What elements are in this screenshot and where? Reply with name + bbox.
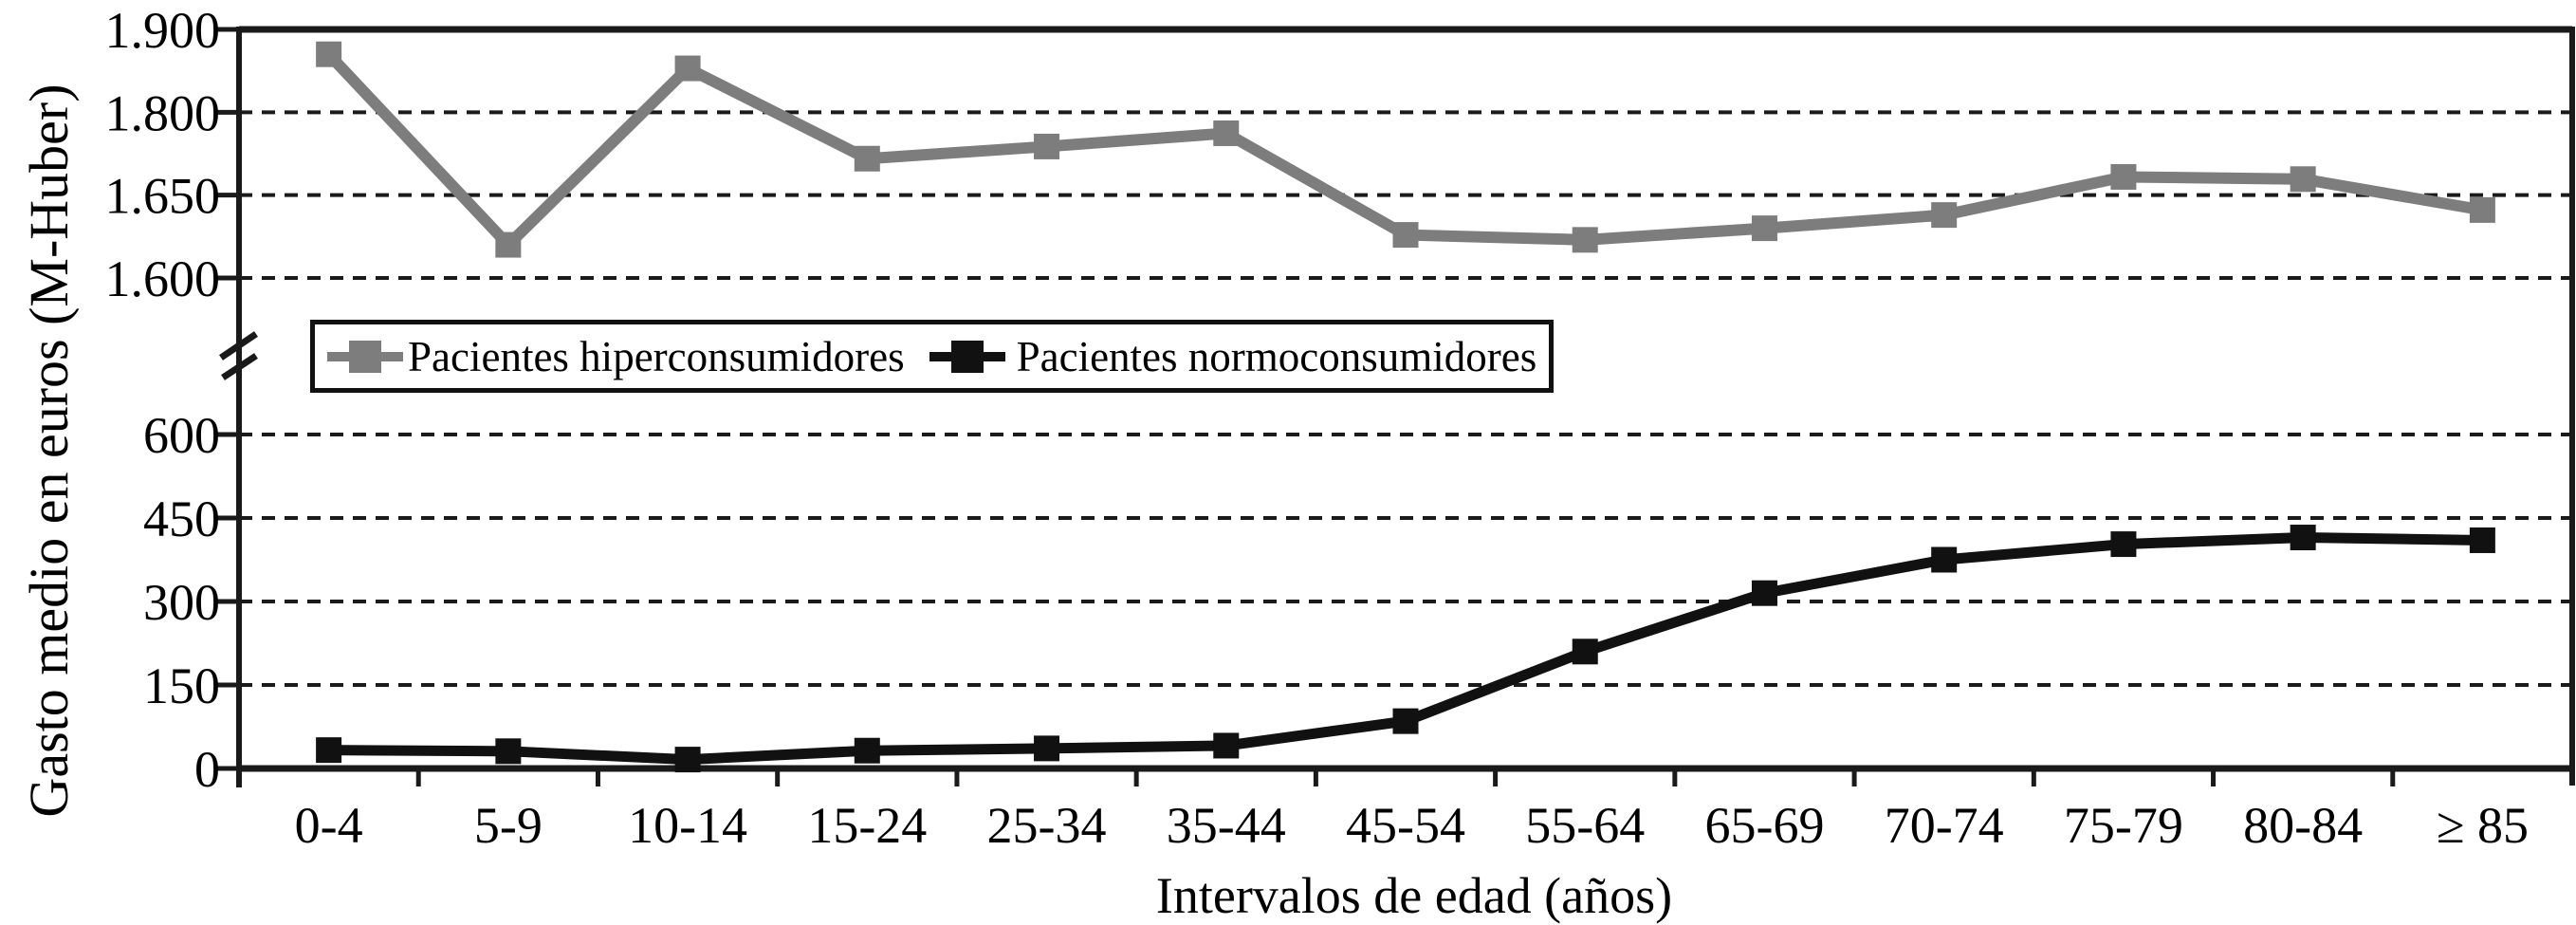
x-tick-label: 35-44 — [1167, 797, 1286, 854]
data-point-marker — [2290, 166, 2316, 193]
data-point-marker — [1751, 580, 1777, 606]
data-point-marker — [1034, 133, 1060, 159]
y-tick-label: 1.800 — [105, 84, 221, 141]
x-tick-label: 45-54 — [1346, 797, 1465, 854]
axis-break-icon — [221, 353, 258, 380]
y-tick-label: 1.900 — [105, 2, 221, 59]
x-tick-label: 0-4 — [295, 797, 363, 854]
x-axis-title: Intervalos de edad (años) — [1155, 867, 1673, 924]
legend-label-hiperconsumidores: Pacientes hiperconsumidores — [408, 332, 905, 380]
data-point-marker — [1213, 732, 1240, 759]
legend-label-normoconsumidores: Pacientes normoconsumidores — [1016, 332, 1537, 380]
data-point-marker — [2290, 525, 2316, 551]
axis-break-icon — [219, 331, 258, 361]
legend-item-hiperconsumidores: Pacientes hiperconsumidores — [327, 332, 905, 381]
data-point-marker — [1931, 202, 1958, 229]
data-point-marker — [495, 231, 522, 258]
data-point-marker — [1751, 215, 1777, 242]
series-line-hiperconsumidores — [324, 50, 2484, 253]
x-tick-label: 80-84 — [2243, 797, 2363, 854]
data-point-marker — [2469, 196, 2495, 223]
data-point-marker — [1034, 735, 1060, 762]
x-tick-label: 15-24 — [807, 797, 927, 854]
y-axis-title: Gasto medio en euros (M-Huber) — [18, 83, 80, 818]
x-tick-label: 25-34 — [987, 797, 1107, 854]
y-tick-label: 300 — [143, 574, 220, 631]
data-point-marker — [1213, 120, 1240, 146]
data-point-marker — [1572, 638, 1598, 665]
y-tick-label: 450 — [143, 490, 220, 547]
y-tick-label: 150 — [143, 657, 220, 714]
data-point-marker — [2110, 531, 2137, 558]
data-point-marker — [316, 737, 342, 764]
data-point-marker — [1931, 546, 1958, 573]
legend: Pacientes hiperconsumidores Pacientes no… — [310, 320, 1555, 393]
black-square-line-marker-icon — [929, 340, 1005, 373]
gray-square-line-marker-icon — [327, 340, 403, 373]
x-tick-label: 55-64 — [1525, 797, 1645, 854]
data-point-marker — [1392, 708, 1419, 734]
data-point-marker — [674, 55, 701, 82]
data-point-marker — [2110, 163, 2137, 190]
x-tick-label: 70-74 — [1885, 797, 2004, 854]
data-point-marker — [854, 145, 880, 172]
data-point-marker — [2469, 527, 2495, 553]
x-tick-label: 75-79 — [2064, 797, 2183, 854]
data-point-marker — [674, 747, 701, 773]
y-tick-label: 1.600 — [105, 250, 221, 307]
x-tick-label: 5-9 — [474, 797, 543, 854]
data-point-marker — [854, 737, 880, 764]
legend-item-normoconsumidores: Pacientes normoconsumidores — [929, 332, 1537, 381]
data-point-marker — [316, 41, 342, 67]
x-tick-label: ≥ 85 — [2437, 797, 2529, 854]
x-tick-label: 65-69 — [1704, 797, 1824, 854]
y-tick-label: 1.650 — [105, 168, 221, 225]
data-point-marker — [1572, 227, 1598, 253]
x-tick-label: 10-14 — [628, 797, 747, 854]
data-point-marker — [1392, 222, 1419, 249]
y-tick-label: 600 — [143, 407, 220, 464]
y-tick-label: 0 — [194, 741, 220, 798]
data-point-marker — [495, 738, 522, 765]
